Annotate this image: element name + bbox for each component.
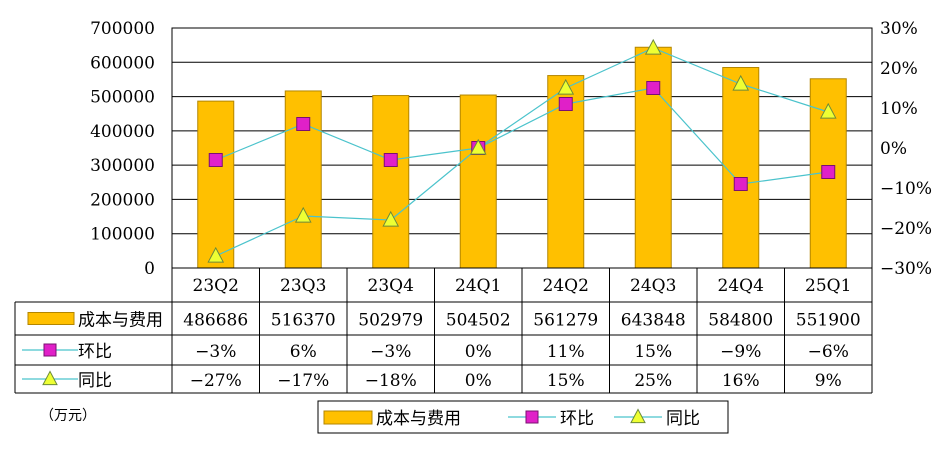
category-label: 24Q2 [543, 276, 589, 296]
legend-swatch-square [525, 410, 539, 424]
legend-label: 环比 [560, 409, 594, 429]
left-axis-tick-label: 400000 [90, 122, 155, 142]
left-axis-tick-label: 100000 [90, 225, 155, 245]
table-value: −27% [190, 371, 242, 391]
yoy-point [207, 246, 225, 263]
right-axis-tick-label: 0% [880, 139, 907, 159]
table-value: 486686 [183, 311, 248, 331]
qoq-point [558, 97, 573, 111]
yoy-point [469, 138, 487, 155]
yoy-point [382, 210, 400, 227]
category-label: 23Q4 [368, 276, 414, 296]
table-value: 551900 [796, 311, 861, 331]
plot-border [171, 27, 873, 269]
left-axis-tick-label: 200000 [90, 190, 155, 210]
yoy-point [294, 206, 312, 223]
left-axis-tick-label: 300000 [90, 156, 155, 176]
table-key-bar [27, 312, 75, 325]
table-value: 6% [290, 342, 317, 362]
category-label: 23Q3 [280, 276, 326, 296]
yoy-point [557, 78, 575, 95]
table-value: 516370 [271, 311, 336, 331]
category-label: 24Q4 [718, 276, 764, 296]
legend-label: 同比 [666, 409, 700, 429]
yoy-point [819, 102, 837, 119]
category-label: 24Q3 [630, 276, 676, 296]
table-value: 9% [815, 371, 842, 391]
category-label: 24Q1 [455, 276, 501, 296]
qoq-point [733, 177, 748, 191]
legend-swatch-bar [323, 410, 373, 425]
right-axis-tick-label: −30% [880, 259, 932, 279]
table-value: −18% [365, 371, 417, 391]
yoy-point [644, 38, 662, 55]
table-value: −17% [277, 371, 329, 391]
table-value: 0% [465, 371, 492, 391]
qoq-point [208, 153, 223, 167]
qoq-point [383, 153, 398, 167]
table-key-triangle [42, 370, 58, 386]
category-label: 23Q2 [193, 276, 239, 296]
table-value: 25% [634, 371, 672, 391]
table-value: 561279 [533, 311, 598, 331]
right-axis-tick-label: 30% [880, 19, 918, 39]
right-axis-tick-label: 20% [880, 59, 918, 79]
left-axis-tick-label: 600000 [90, 53, 155, 73]
yoy-point [732, 74, 750, 91]
bar [459, 94, 497, 269]
table-value: 11% [547, 342, 585, 362]
table-value: 502979 [358, 311, 423, 331]
qoq-point [821, 165, 836, 179]
table-value: 643848 [621, 311, 686, 331]
qoq-line [215, 87, 829, 185]
table-key-square [43, 343, 57, 357]
legend-swatch-triangle [630, 408, 646, 424]
table-value: −3% [370, 342, 411, 362]
right-axis-tick-label: −20% [880, 219, 932, 239]
left-axis-tick-label: 0 [144, 259, 155, 279]
table-value: 504502 [446, 311, 511, 331]
bar [197, 100, 235, 269]
left-axis-tick-label: 500000 [90, 88, 155, 108]
yoy-line [215, 47, 829, 257]
table-value: 584800 [708, 311, 773, 331]
bar [722, 66, 760, 269]
right-axis-tick-label: 10% [880, 99, 918, 119]
qoq-point [296, 117, 311, 131]
table-row-label: 成本与费用 [78, 311, 163, 331]
table-row-label: 环比 [78, 342, 112, 362]
table-row-label: 同比 [78, 371, 112, 391]
right-axis-tick-label: −10% [880, 179, 932, 199]
category-label: 25Q1 [805, 276, 851, 296]
bar [634, 46, 672, 269]
table-value: 16% [722, 371, 760, 391]
table-value: 15% [547, 371, 585, 391]
bar [372, 95, 410, 269]
unit-note: （万元） [40, 408, 96, 424]
table-value: −9% [720, 342, 761, 362]
table-value: 0% [465, 342, 492, 362]
table-value: −6% [808, 342, 849, 362]
table-value: −3% [195, 342, 236, 362]
table-value: 15% [634, 342, 672, 362]
left-axis-tick-label: 700000 [90, 19, 155, 39]
qoq-point [646, 81, 661, 95]
legend-label: 成本与费用 [376, 409, 461, 429]
